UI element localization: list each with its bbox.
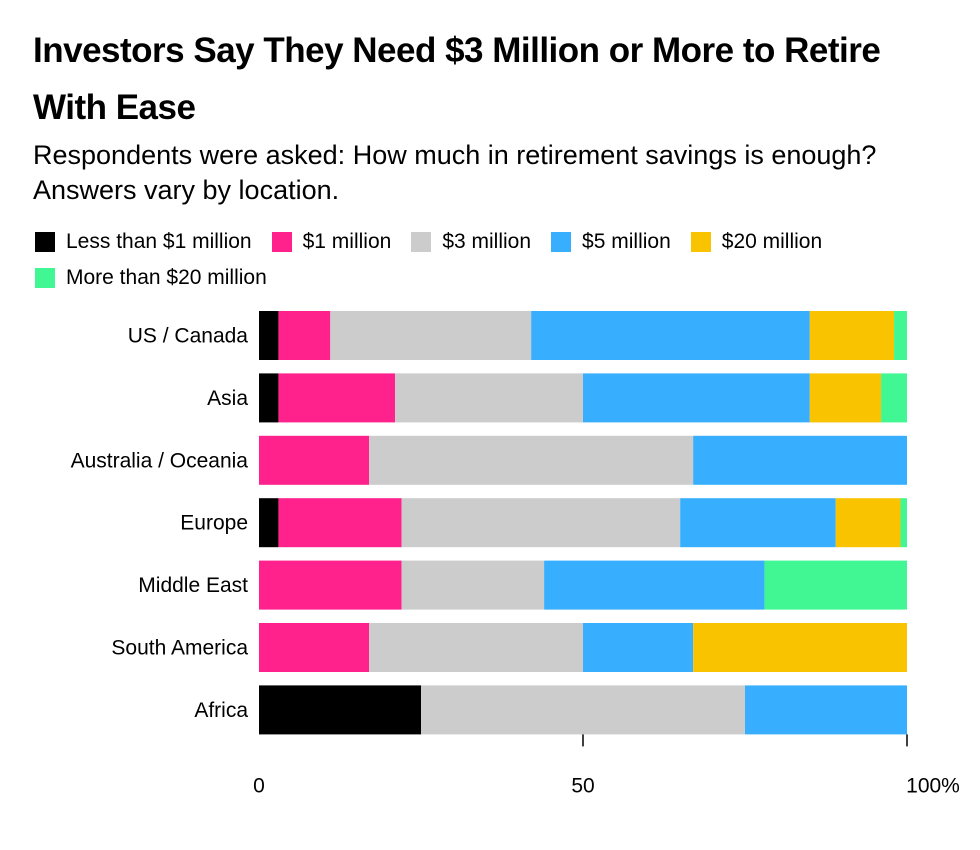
bar-segment-us-canada-20-million — [809, 311, 895, 360]
bar-segment-asia-more-than-20-million — [881, 373, 907, 423]
legend-swatch — [690, 232, 711, 252]
category-label-south-america: South America — [111, 637, 248, 660]
legend-swatch — [551, 232, 572, 252]
category-label-africa: Africa — [194, 699, 248, 722]
bar-segment-australia-oceania-3-million — [369, 435, 694, 485]
legend: Less than $1 million $1 million $3 million… — [35, 228, 955, 292]
stacked-bar-chart: US / Canada Asia Australia / Oceania Europe… — [71, 311, 960, 797]
bar-segment-africa-less-than-1-million — [259, 685, 421, 735]
legend-label: Less than $1 million — [66, 230, 252, 253]
legend-label: More than $20 million — [66, 266, 267, 289]
bar-segment-europe-more-than-20-million — [900, 498, 907, 548]
chart-title: Investors Say They Need $3 Million or Mo… — [33, 31, 881, 127]
legend-item-3-million: $3 million — [411, 228, 531, 256]
bar-segment-australia-oceania-1-million — [259, 435, 370, 485]
bar-segment-middle-east-more-than-20-million — [764, 560, 907, 610]
legend-swatch — [271, 232, 292, 252]
bar-segment-south-america-20-million — [693, 623, 907, 672]
legend-item-1-million: $1 million — [271, 228, 392, 256]
bar-segment-south-america-1-million — [259, 623, 370, 672]
x-tick-label: 100% — [906, 774, 960, 797]
bar-segment-middle-east-3-million — [401, 560, 545, 610]
bar-segment-africa-3-million — [421, 685, 745, 735]
legend-swatch — [35, 268, 55, 288]
x-tick-label: 50 — [571, 774, 594, 797]
bar-segment-europe-5-million — [680, 498, 836, 548]
bar-segment-europe-3-million — [401, 498, 681, 548]
legend-item-20-million: $20 million — [690, 228, 823, 256]
bar-segment-australia-oceania-5-million — [693, 435, 907, 485]
legend-item-5-million: $5 million — [551, 228, 671, 256]
category-label-australia-oceania: Australia / Oceania — [71, 449, 249, 472]
legend-label: $20 million — [721, 230, 823, 253]
bar-segment-asia-3-million — [395, 373, 583, 423]
bar-segment-us-canada-1-million — [278, 311, 331, 360]
bar-segment-europe-20-million — [835, 498, 901, 548]
bar-segment-us-canada-5-million — [531, 311, 810, 360]
legend-label: $1 million — [302, 230, 392, 253]
bar-segment-us-canada-less-than-1-million — [259, 311, 279, 360]
legend-label: $3 million — [442, 230, 532, 253]
bar-segment-asia-20-million — [809, 373, 882, 423]
legend-swatch — [35, 232, 55, 252]
bar-segment-europe-less-than-1-million — [259, 498, 279, 548]
bar-segment-south-america-3-million — [369, 623, 583, 672]
bar-segment-us-canada-more-than-20-million — [894, 311, 907, 360]
bar-segment-middle-east-5-million — [544, 560, 765, 610]
category-label-middle-east: Middle East — [138, 574, 248, 597]
legend-swatch — [411, 232, 432, 252]
legend-item-less-than-1-million: Less than $1 million — [35, 228, 252, 256]
x-tick-label: 0 — [253, 774, 265, 797]
bar-segment-asia-less-than-1-million — [259, 373, 279, 423]
category-label-us-canada: US / Canada — [128, 325, 249, 348]
bar-segment-middle-east-1-million — [259, 560, 402, 610]
bar-segment-asia-5-million — [583, 373, 810, 423]
bar-segment-africa-5-million — [745, 685, 907, 735]
category-label-asia: Asia — [207, 387, 248, 410]
bar-segment-south-america-5-million — [583, 623, 694, 672]
legend-label: $5 million — [582, 230, 671, 253]
chart-subtitle: Respondents were asked: How much in reti… — [33, 140, 877, 205]
legend-item-more-than-20-million: More than $20 million — [35, 264, 267, 292]
bar-segment-europe-1-million — [278, 498, 402, 548]
category-label-europe: Europe — [180, 512, 248, 535]
bar-segment-asia-1-million — [278, 373, 396, 423]
bar-segment-us-canada-3-million — [330, 311, 532, 360]
